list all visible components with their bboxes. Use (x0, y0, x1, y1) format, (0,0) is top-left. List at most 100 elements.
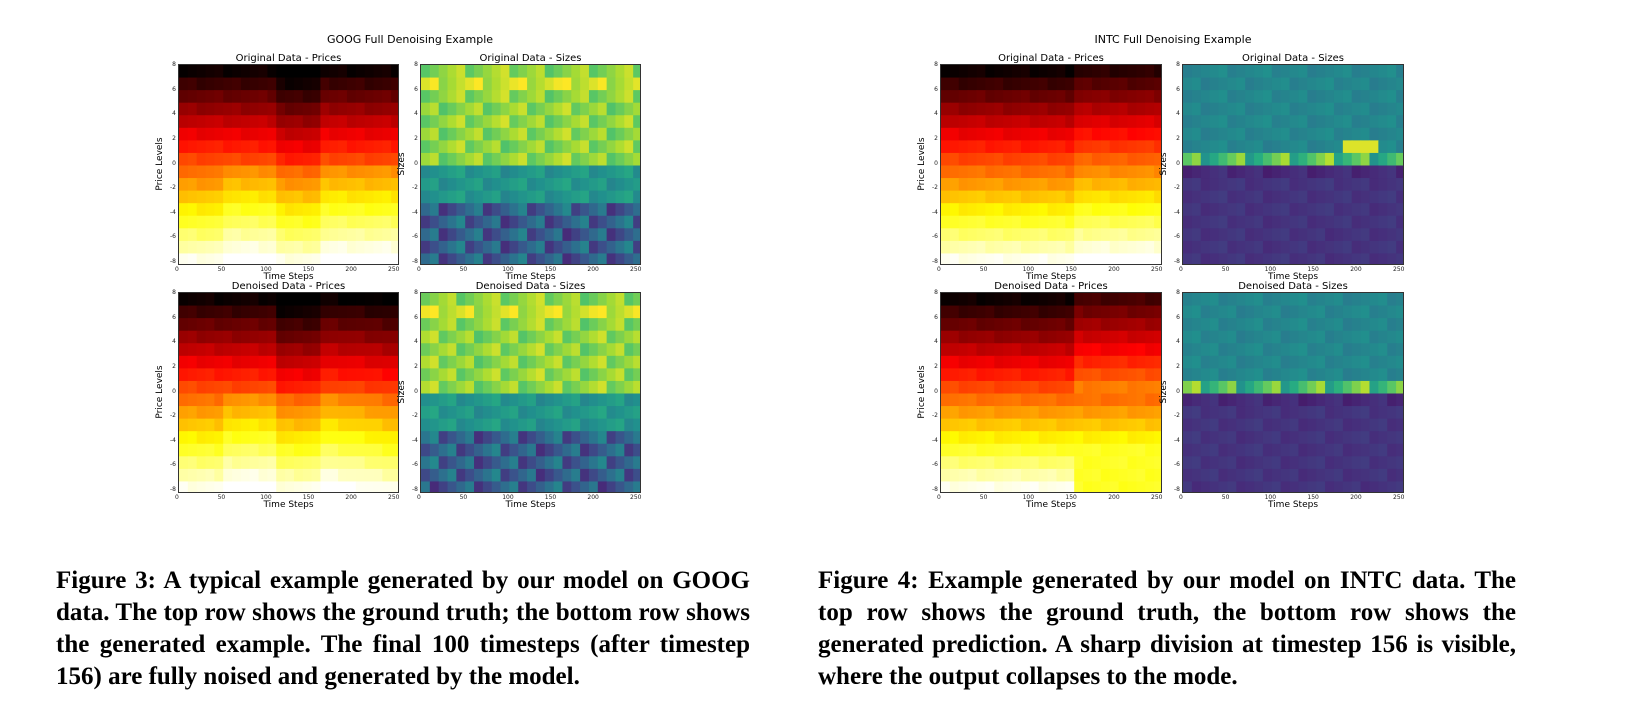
heatmap-cell (967, 165, 978, 179)
heatmap-cell (1038, 178, 1049, 192)
heatmap-cell (1298, 152, 1308, 167)
x-axis-label: Time Steps (505, 500, 556, 510)
heatmap-cell (1262, 318, 1273, 332)
heatmap-cell (1236, 253, 1246, 264)
y-tick-label: 2 (172, 134, 176, 142)
heatmap-cell (976, 481, 986, 492)
y-tick-label: -6 (932, 233, 938, 241)
heatmap-cell (1083, 431, 1093, 445)
heatmap-cell (391, 215, 398, 229)
heatmap-cell (1145, 178, 1155, 192)
heatmap-cell (1360, 468, 1371, 483)
heatmap-cell (474, 293, 484, 307)
heatmap-cell (509, 443, 519, 457)
heatmap-cell (949, 228, 960, 242)
heatmap-cell (329, 203, 339, 217)
x-tick-label: 150 (1065, 266, 1077, 273)
heatmap-cell (214, 393, 224, 407)
heatmap-cell (391, 481, 398, 492)
heatmap-cell (958, 343, 969, 357)
heatmap-cell (355, 406, 366, 420)
heatmap-cell (949, 406, 960, 420)
heatmap-cell (1118, 228, 1129, 242)
heatmap-cell (285, 393, 295, 407)
heatmap-cell (1227, 215, 1237, 229)
heatmap-cell (571, 468, 581, 483)
heatmap-cell (1227, 102, 1237, 116)
heatmap-cell (1091, 102, 1102, 116)
heatmap-cell (941, 468, 951, 483)
heatmap-cell (267, 240, 277, 255)
heatmap-cell (1145, 115, 1155, 129)
heatmap-cell (1183, 102, 1193, 116)
heatmap-cell (958, 90, 969, 104)
heatmap-cell (346, 228, 357, 242)
heatmap-cell (967, 190, 978, 204)
heatmap-cell (338, 368, 348, 382)
heatmap-cell (606, 90, 617, 104)
heatmap-cell (994, 178, 1004, 192)
heatmap-cell (535, 318, 546, 332)
heatmap-cell (205, 228, 215, 242)
heatmap-cell (553, 115, 564, 129)
heatmap-cell (1254, 115, 1264, 129)
heatmap-cell (1020, 293, 1031, 307)
heatmap-cell (438, 393, 449, 407)
heatmap-cell (240, 152, 251, 167)
heatmap-cell (624, 240, 634, 255)
heatmap-cell (1298, 318, 1308, 332)
heatmap-cell (1118, 253, 1129, 264)
heatmap-cell (1396, 165, 1403, 179)
heatmap-cell (1218, 115, 1228, 129)
heatmap-cell (1029, 190, 1040, 204)
y-tick-label: 4 (934, 110, 938, 118)
heatmap-cell (1200, 468, 1211, 483)
heatmap-cell (1074, 456, 1084, 470)
heatmap-cell (967, 127, 978, 141)
heatmap-cell (474, 456, 484, 470)
heatmap-cell (1038, 293, 1049, 307)
heatmap-cell (232, 253, 242, 264)
heatmap-cell (633, 102, 640, 116)
heatmap-cell (214, 77, 224, 91)
heatmap-cell (1020, 318, 1031, 332)
heatmap-cell (1280, 215, 1291, 229)
heatmap-cell (1254, 293, 1264, 307)
heatmap-cell (1183, 115, 1193, 129)
heatmap-cell (355, 343, 366, 357)
heatmap-cell (976, 140, 986, 154)
heatmap-cell (1316, 190, 1326, 204)
heatmap-cell (1378, 293, 1388, 307)
heatmap-cell (373, 77, 383, 91)
heatmap-cell (994, 343, 1004, 357)
heatmap-cell (1298, 65, 1308, 79)
heatmap-cell (465, 102, 475, 116)
heatmap-cell (1280, 431, 1291, 445)
heatmap-cell (1298, 481, 1308, 492)
heatmap-cell (1109, 190, 1120, 204)
heatmap-cell (509, 380, 519, 395)
heatmap-cell (1118, 305, 1129, 319)
heatmap-cell (355, 190, 366, 204)
x-tick-label: 100 (260, 266, 272, 273)
heatmap-cell (624, 178, 634, 192)
heatmap-cell (232, 468, 242, 483)
heatmap-cell (1038, 140, 1049, 154)
heatmap-cell (338, 406, 348, 420)
heatmap-cell (1012, 228, 1022, 242)
y-tick-label: -4 (412, 208, 418, 216)
heatmap-cell (338, 102, 348, 116)
heatmap-cell (329, 228, 339, 242)
heatmap-cell (1316, 215, 1326, 229)
heatmap-cell (571, 380, 581, 395)
heatmap-cell (249, 418, 260, 432)
heatmap-cell (187, 190, 198, 204)
heatmap-cell (1298, 418, 1308, 432)
heatmap-cell (1227, 393, 1237, 407)
heatmap-cell (232, 203, 242, 217)
heatmap-cell (258, 431, 268, 445)
heatmap-cell (1118, 165, 1129, 179)
heatmap-cell (1056, 343, 1066, 357)
heatmap-cell (338, 330, 348, 344)
heatmap-cell (1083, 318, 1093, 332)
